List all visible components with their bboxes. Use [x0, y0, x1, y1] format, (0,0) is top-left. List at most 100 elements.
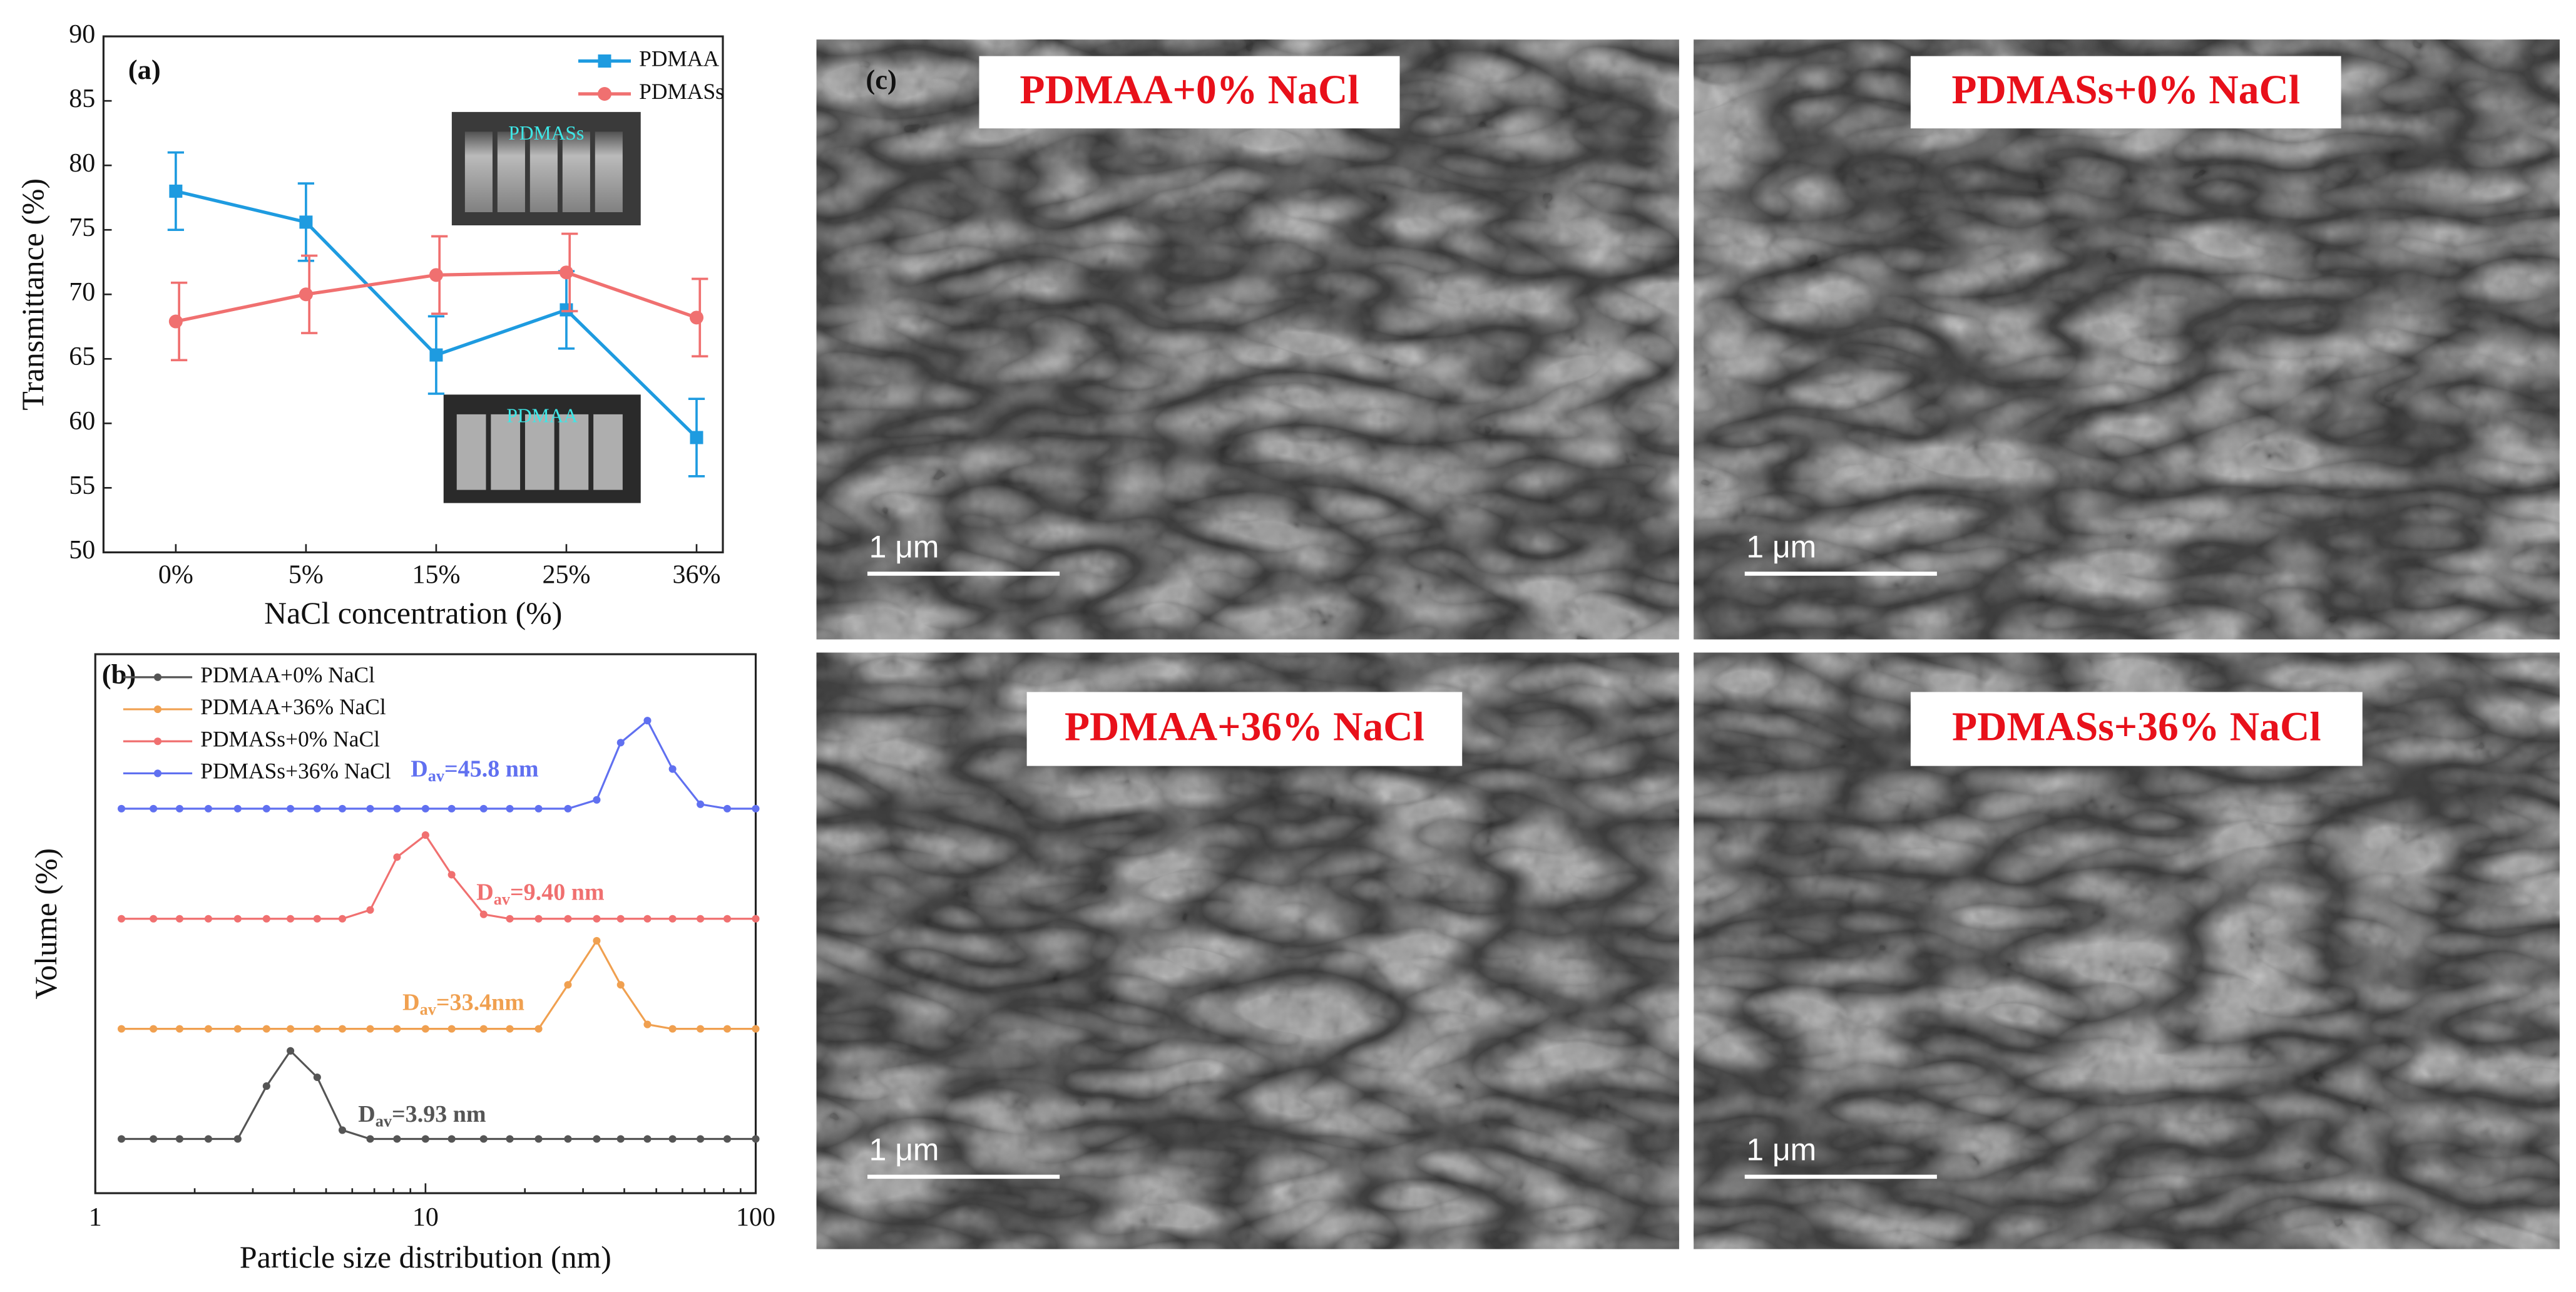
legend-marker: [153, 705, 162, 714]
marker: [534, 1025, 543, 1033]
marker: [534, 1135, 543, 1143]
marker: [299, 287, 313, 302]
panel-b: 1 10 100 Particle size distribution (nm) Vol…: [29, 653, 775, 1274]
marker: [287, 915, 295, 923]
marker: [204, 804, 212, 813]
marker: [752, 915, 760, 923]
marker: [564, 981, 572, 989]
marker: [117, 804, 126, 813]
marker: [616, 739, 625, 747]
annotation: Dav=33.4nm: [402, 989, 524, 1018]
marker: [506, 915, 514, 923]
marker: [593, 1135, 601, 1143]
marker: [421, 1135, 429, 1143]
y-tick-label: 55: [69, 471, 95, 500]
y-tick-label: 85: [69, 85, 95, 113]
marker: [668, 1135, 677, 1143]
marker: [366, 1025, 374, 1033]
x-tick-label: 1: [89, 1203, 102, 1232]
marker: [447, 871, 456, 879]
marker: [168, 314, 183, 329]
y-tick-label: 90: [69, 20, 95, 49]
marker: [697, 800, 705, 808]
x-axis-title: NaCl concentration (%): [264, 596, 562, 630]
marker: [643, 915, 652, 923]
series-line: [121, 833, 756, 920]
marker: [421, 831, 429, 839]
scale-bar-label: 1 μm: [1746, 529, 1816, 564]
marker: [150, 1135, 158, 1143]
annotation-rest: =33.4nm: [436, 989, 524, 1015]
marker: [447, 1135, 456, 1143]
marker: [150, 1025, 158, 1033]
x-axis-title: Particle size distribution (nm): [240, 1240, 611, 1274]
marker: [564, 915, 572, 923]
panel-a: 50 55 60 65 70 75 80 85 90 0% 5% 15% 25% 36% NaCl conc…: [16, 20, 724, 630]
marker: [534, 915, 543, 923]
marker: [752, 1135, 760, 1143]
annotation-rest: =45.8 nm: [444, 756, 539, 782]
marker: [479, 1135, 488, 1143]
marker: [616, 1135, 625, 1143]
annotation: Dav=3.93 nm: [358, 1100, 486, 1130]
marker: [723, 915, 732, 923]
marker: [313, 1073, 321, 1082]
y-axis-title: Volume (%): [29, 848, 63, 999]
marker: [204, 1025, 212, 1033]
image-label: PDMAA+0% NaCl: [1020, 68, 1359, 113]
marker: [697, 915, 705, 923]
annotation-sub: av: [376, 1112, 392, 1130]
annotation-sub: av: [428, 767, 445, 785]
image-label-box: [1910, 56, 2341, 129]
marker: [313, 915, 321, 923]
marker: [287, 1025, 295, 1033]
marker: [393, 1135, 401, 1143]
marker: [421, 804, 429, 813]
marker: [393, 804, 401, 813]
marker: [366, 804, 374, 813]
marker: [338, 1025, 347, 1033]
micrograph-domains: [1694, 39, 2560, 640]
marker: [668, 915, 677, 923]
marker: [287, 1047, 295, 1055]
vial: [464, 131, 493, 212]
marker: [262, 1082, 270, 1090]
annotation-main: D: [476, 879, 493, 905]
marker: [233, 1135, 242, 1143]
marker: [643, 1020, 652, 1028]
marker: [150, 915, 158, 923]
marker: [175, 1025, 183, 1033]
marker: [117, 915, 126, 923]
vial: [529, 131, 558, 212]
vial: [559, 414, 589, 490]
y-tick-label: 75: [69, 213, 95, 242]
marker: [752, 1025, 760, 1033]
micrograph-domains: [816, 39, 1679, 640]
marker: [421, 1025, 429, 1033]
marker: [313, 1025, 321, 1033]
x-tick-label: 36%: [673, 560, 721, 589]
marker: [668, 765, 677, 773]
vial: [497, 131, 525, 212]
marker: [233, 804, 242, 813]
marker: [697, 1135, 705, 1143]
marker: [506, 804, 514, 813]
marker: [287, 804, 295, 813]
vial: [593, 414, 623, 490]
y-tick-label: 70: [69, 278, 95, 307]
marker: [616, 915, 625, 923]
marker: [616, 981, 625, 989]
marker: [723, 1025, 732, 1033]
legend-label: PDMAA+36% NaCl: [200, 694, 386, 719]
marker: [299, 215, 313, 229]
inset-label: PDMAA: [506, 404, 578, 426]
marker: [479, 1025, 488, 1033]
legend-marker: [598, 54, 611, 68]
legend-label: PDMASs: [639, 79, 724, 104]
marker: [479, 804, 488, 813]
marker: [479, 910, 488, 918]
y-tick-label: 80: [69, 149, 95, 178]
y-tick-label: 60: [69, 407, 95, 436]
marker: [593, 915, 601, 923]
